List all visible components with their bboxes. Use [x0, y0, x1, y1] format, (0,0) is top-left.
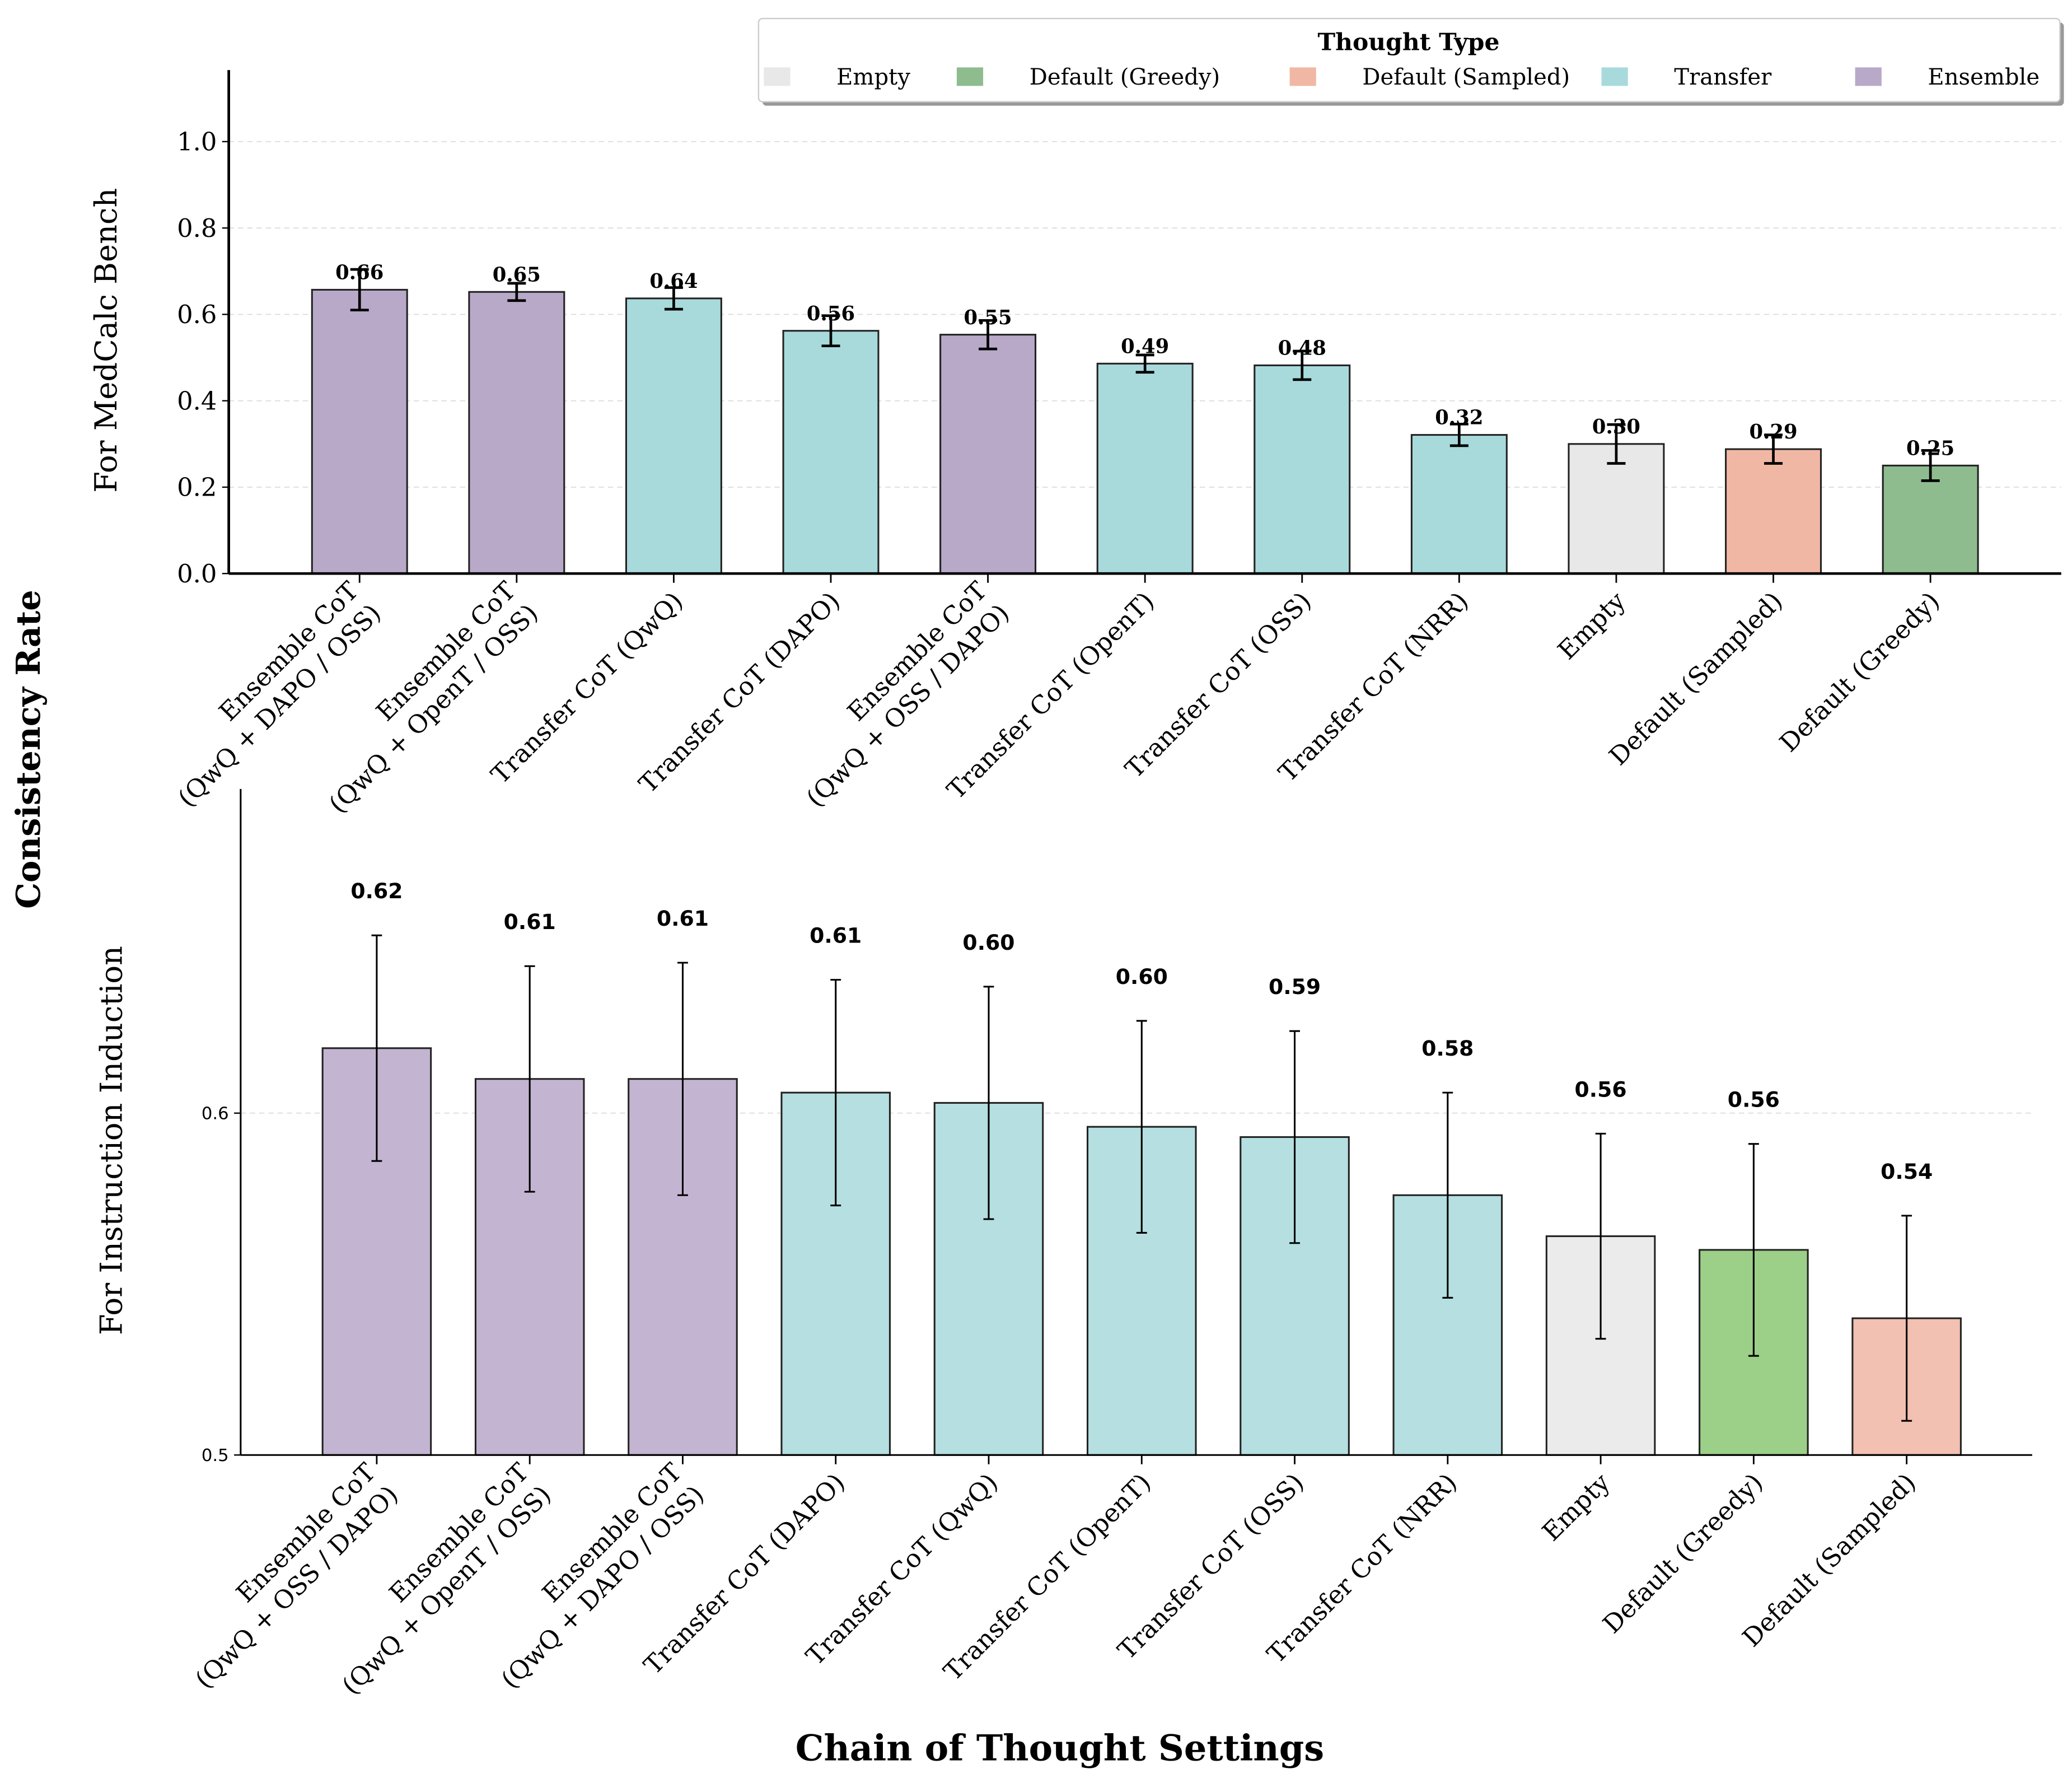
bar: [782, 330, 880, 575]
bar: [1882, 464, 1979, 575]
data-label: 0.61: [657, 906, 709, 931]
data-label: 0.48: [1278, 337, 1326, 360]
data-label: 0.65: [493, 263, 541, 286]
data-label: 0.56: [1575, 1077, 1627, 1102]
x-tick-label: Default (Greedy): [1597, 1467, 1769, 1639]
data-label: 0.61: [810, 923, 862, 948]
bar: [1410, 434, 1508, 575]
data-label: 0.49: [1121, 335, 1169, 358]
legend-swatch: [1601, 67, 1628, 86]
bar: [1568, 443, 1665, 575]
data-label: 0.54: [1881, 1159, 1933, 1184]
data-label: 0.25: [1906, 437, 1954, 460]
x-tick-label-line: Default (Greedy): [1597, 1467, 1769, 1639]
data-label: 0.62: [350, 879, 403, 903]
bar: [1254, 364, 1351, 575]
data-label: 0.29: [1749, 421, 1797, 444]
y-tick-label: 0.8: [177, 213, 217, 243]
legend-label: Ensemble: [1928, 64, 2040, 90]
legend-label: Default (Sampled): [1362, 64, 1570, 90]
legend-box: [757, 17, 2061, 102]
legend-label: Transfer: [1674, 64, 1772, 90]
x-tick-label: Default (Sampled): [1737, 1467, 1922, 1653]
x-tick-label-line: Empty: [1536, 1467, 1616, 1547]
legend-title: Thought Type: [1317, 29, 1499, 57]
x-tick-label: Default (Greedy): [1774, 586, 1945, 758]
bar: [311, 288, 408, 575]
legend-swatch: [764, 67, 791, 86]
bar: [939, 334, 1037, 575]
bar: [468, 291, 565, 575]
legend-swatch: [1289, 67, 1316, 86]
data-label: 0.30: [1592, 416, 1640, 438]
x-tick-label-line: Empty: [1552, 586, 1631, 665]
y-tick-label: 0.2: [177, 473, 217, 502]
legend-swatch: [1855, 67, 1882, 86]
y-tick-label: 0.6: [177, 300, 217, 329]
legend-label: Default (Greedy): [1030, 64, 1220, 90]
data-label: 0.56: [1728, 1088, 1780, 1112]
data-label: 0.59: [1269, 974, 1321, 999]
y-tick-label: 0.4: [177, 386, 217, 416]
x-tick-label-line: Default (Sampled): [1737, 1467, 1922, 1653]
bar: [625, 297, 722, 575]
x-tick-label: Default (Sampled): [1603, 586, 1789, 771]
x-tick-label-line: Default (Greedy): [1774, 586, 1945, 758]
y-axis-label: For Instruction Induction: [93, 946, 129, 1335]
data-label: 0.58: [1421, 1036, 1474, 1061]
data-label: 0.64: [649, 270, 698, 293]
y-tick-label: 1.0: [177, 127, 217, 157]
x-tick-label: Empty: [1536, 1467, 1616, 1547]
x-tick-label: Empty: [1552, 586, 1631, 665]
legend-swatch: [956, 67, 984, 86]
y-tick-label: 0.0: [177, 559, 217, 589]
shared-x-label: Chain of Thought Settings: [796, 1727, 1324, 1769]
data-label: 0.55: [964, 306, 1012, 329]
data-label: 0.61: [504, 909, 556, 934]
bar: [1096, 362, 1194, 575]
data-label: 0.32: [1435, 407, 1483, 430]
bar: [1725, 448, 1822, 575]
data-label: 0.66: [335, 262, 383, 284]
y-axis-label: For MedCalc Bench: [88, 188, 124, 493]
x-tick-label-line: Default (Sampled): [1603, 586, 1789, 771]
y-tick-label: 0.5: [202, 1446, 229, 1466]
legend-label: Empty: [836, 64, 910, 90]
y-tick-label: 0.6: [202, 1104, 229, 1123]
shared-y-label: Consistency Rate: [9, 590, 48, 909]
legend: Thought Type Empty Default (Greedy) Default…: [757, 17, 2064, 106]
data-label: 0.60: [1116, 964, 1168, 989]
data-label: 0.60: [962, 930, 1014, 955]
data-label: 0.56: [807, 302, 855, 325]
